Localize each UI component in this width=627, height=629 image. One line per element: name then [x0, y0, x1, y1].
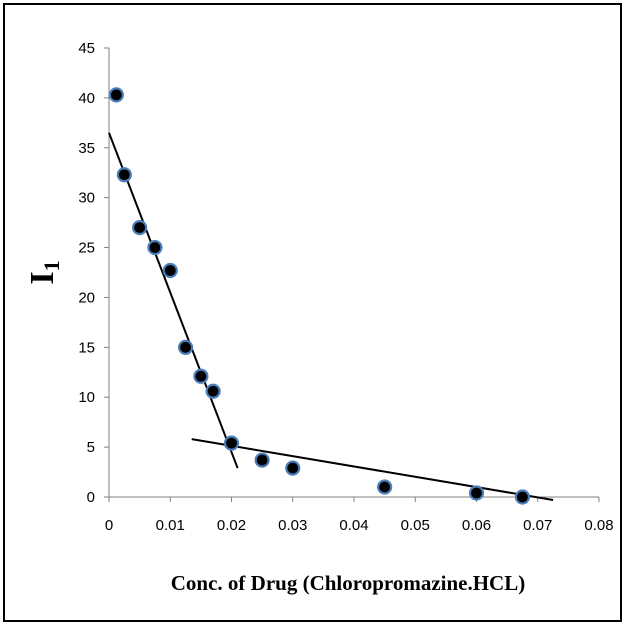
x-axis-title: Conc. of Drug (Chloropromazine.HCL) [171, 571, 525, 595]
data-point [132, 220, 148, 236]
y-tick-label: 0 [87, 489, 95, 506]
x-tick-label: 0 [105, 517, 113, 534]
y-tick-label: 10 [78, 389, 95, 406]
y-tick-label: 35 [78, 140, 95, 157]
y-tick-label: 25 [78, 240, 95, 257]
x-tick-label: 0.05 [401, 517, 430, 534]
x-axis: 0 0.01 0.02 0.03 0.04 0.05 0.06 0.07 0.08 [105, 496, 614, 534]
data-point [377, 479, 393, 495]
data-point [147, 239, 163, 256]
y-tick-label: 40 [78, 90, 95, 107]
data-point [514, 489, 531, 505]
x-tick-label: 0.07 [523, 517, 552, 534]
trend-line [108, 132, 239, 469]
x-tick-label: 0.08 [584, 517, 613, 534]
data-points [108, 87, 531, 505]
data-point [223, 435, 240, 451]
data-point [162, 262, 178, 279]
y-axis: 0 5 10 15 20 25 30 35 40 45 [78, 40, 110, 506]
data-point [116, 167, 132, 183]
data-point [205, 383, 221, 399]
x-tick-label: 0.03 [278, 517, 307, 534]
x-tick-label: 0.06 [462, 517, 491, 534]
y-tick-label: 15 [78, 339, 95, 356]
data-point [468, 485, 485, 501]
trend-line [191, 438, 554, 501]
data-point [177, 339, 194, 355]
data-point [285, 460, 301, 476]
trend-lines [108, 132, 554, 501]
y-axis-title-main: I [24, 271, 61, 284]
y-tick-label: 5 [87, 439, 95, 456]
x-tick-label: 0.02 [217, 517, 246, 534]
x-tick-label: 0.04 [339, 517, 368, 534]
data-point [193, 368, 209, 384]
y-axis-title: I1 [24, 260, 64, 284]
data-point [108, 87, 124, 103]
scatter-chart: 0 0.01 0.02 0.03 0.04 0.05 0.06 0.07 0.08 0 5 10 15… [24, 40, 614, 595]
y-tick-label: 20 [78, 289, 95, 306]
x-tick-label: 0.01 [156, 517, 185, 534]
y-tick-label: 45 [78, 40, 95, 57]
data-point [254, 452, 270, 468]
y-axis-title-subscript: 1 [39, 260, 64, 271]
y-tick-label: 30 [78, 190, 95, 207]
chart-frame: 0 0.01 0.02 0.03 0.04 0.05 0.06 0.07 0.08 0 5 10 15… [3, 3, 622, 622]
